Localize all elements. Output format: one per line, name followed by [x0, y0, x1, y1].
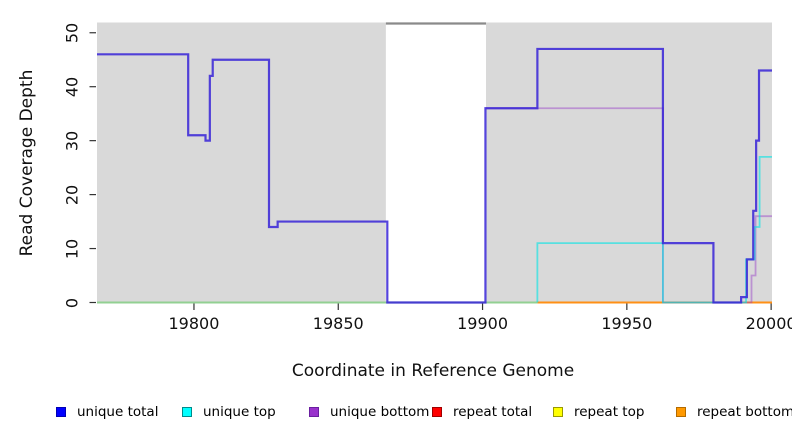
- legend-item-unique-top: unique top: [182, 404, 276, 420]
- y-tick-label: 0: [62, 297, 82, 308]
- legend-item-repeat-total: repeat total: [432, 404, 533, 420]
- x-tick-label: 19900: [457, 314, 508, 333]
- legend-swatch-icon: [182, 407, 192, 417]
- x-tick-label: 19850: [312, 314, 364, 333]
- y-axis-label: Read Coverage Depth: [17, 69, 37, 257]
- x-axis-label: Coordinate in Reference Genome: [291, 361, 575, 381]
- legend-label: unique bottom: [330, 404, 430, 420]
- y-tick-label: 10: [62, 238, 82, 259]
- legend-swatch-icon: [432, 407, 442, 417]
- legend-label: repeat top: [574, 404, 645, 420]
- legend-item-unique-total: unique total: [56, 404, 159, 420]
- series-unique-total: [97, 47, 772, 304]
- y-tick-label: 50: [62, 22, 82, 43]
- legend-item-repeat-top: repeat top: [553, 404, 645, 420]
- y-tick-label: 30: [62, 130, 82, 151]
- legend-swatch-icon: [676, 407, 686, 417]
- legend-item-unique-bottom: unique bottom: [309, 404, 430, 420]
- legend-swatch-icon: [553, 407, 563, 417]
- masked-region: [385, 22, 487, 303]
- x-tick-label: 19950: [601, 314, 653, 333]
- legend-label: unique top: [203, 404, 276, 420]
- x-tick-label: 19800: [168, 314, 220, 333]
- x-tick-label: 20000: [745, 314, 792, 333]
- legend-label: repeat total: [453, 404, 533, 420]
- legend-label: unique total: [77, 404, 159, 420]
- y-tick-label: 20: [62, 184, 82, 205]
- legend-label: repeat bottom: [697, 404, 792, 420]
- legend-item-repeat-bottom: repeat bottom: [676, 404, 792, 420]
- y-tick-label: 40: [62, 76, 82, 97]
- legend-swatch-icon: [56, 407, 66, 417]
- legend-swatch-icon: [309, 407, 319, 417]
